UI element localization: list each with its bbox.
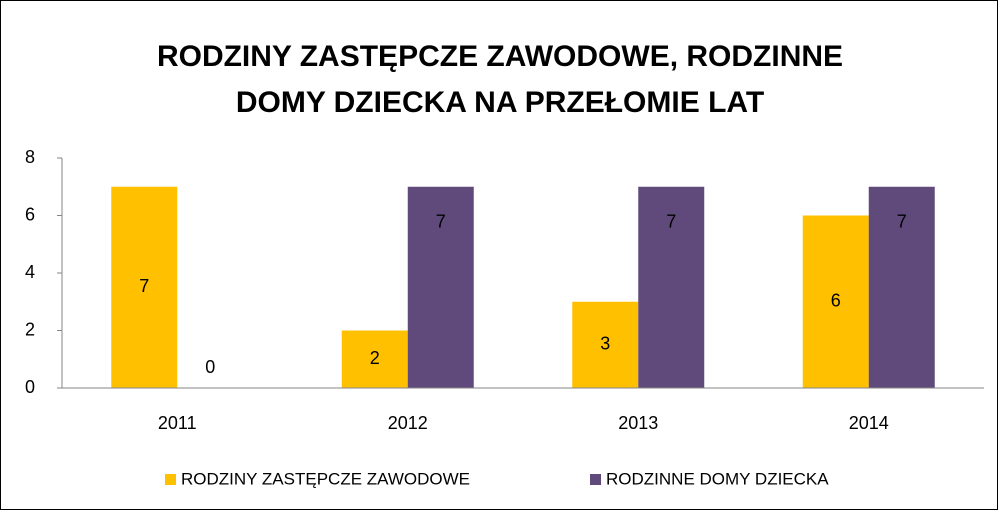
y-tick-label: 2 [25,319,35,339]
y-tick-label: 4 [25,262,35,282]
x-tick-label: 2014 [849,413,889,433]
legend-label: RODZINY ZASTĘPCZE ZAWODOWE [181,469,470,488]
chart-title: RODZINY ZASTĘPCZE ZAWODOWE, RODZINNE DOM… [156,40,844,119]
y-tick-label: 6 [25,204,35,224]
data-label: 6 [831,291,841,311]
y-tick-label: 8 [25,147,35,167]
data-label: 7 [139,276,149,296]
x-tick-label: 2013 [618,413,658,433]
data-label: 2 [370,348,380,368]
data-label: 7 [436,212,446,232]
legend-swatch [590,474,601,485]
legend-swatch [165,474,176,485]
bar [868,186,935,388]
data-label: 7 [666,212,676,232]
data-label: 0 [205,357,215,377]
data-label: 7 [897,212,907,232]
bar [638,186,705,388]
y-tick-label: 0 [25,377,35,397]
x-tick-label: 2011 [158,413,197,433]
x-tick-label: 2012 [388,413,428,433]
bar [802,215,869,388]
bar [572,301,639,388]
bar [407,186,474,388]
bar [111,186,178,388]
bar [341,330,408,388]
data-label: 3 [600,334,610,354]
legend-label: RODZINNE DOMY DZIECKA [606,469,829,488]
